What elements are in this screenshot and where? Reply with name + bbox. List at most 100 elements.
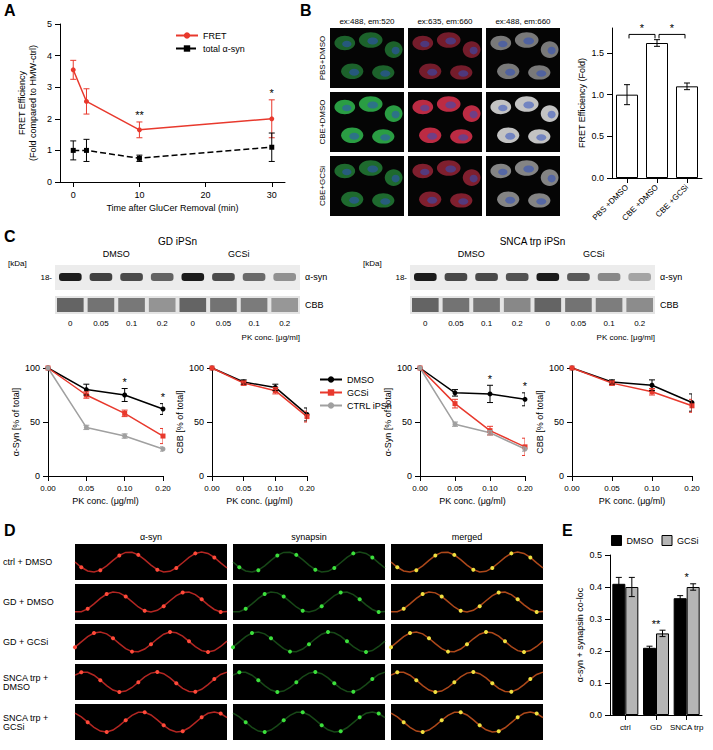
svg-text:0: 0 <box>546 319 551 328</box>
svg-text:*: * <box>161 391 166 403</box>
svg-text:FRET Efficiency (Fold): FRET Efficiency (Fold) <box>577 58 587 148</box>
svg-text:PBS+DMSO: PBS+DMSO <box>318 36 327 81</box>
svg-text:GCSi: GCSi <box>677 536 699 546</box>
svg-text:ex:488, em:520: ex:488, em:520 <box>339 17 395 26</box>
svg-text:Time after GluCer Removal (min: Time after GluCer Removal (min) <box>106 203 238 213</box>
svg-text:A: A <box>4 2 16 19</box>
svg-text:0.0: 0.0 <box>591 173 604 183</box>
svg-text:CBE+DMSO: CBE+DMSO <box>318 99 327 144</box>
svg-text:100: 100 <box>397 363 412 373</box>
svg-text:*: * <box>640 22 645 34</box>
svg-text:CBE+GCSi: CBE+GCSi <box>318 166 327 206</box>
svg-text:D: D <box>4 522 16 539</box>
svg-text:GCSi: GCSi <box>583 249 605 259</box>
svg-text:α-syn: α-syn <box>660 272 682 282</box>
svg-text:PK conc. (μg/ml): PK conc. (μg/ml) <box>72 496 139 506</box>
svg-text:100: 100 <box>549 363 564 373</box>
svg-text:5: 5 <box>47 19 52 29</box>
svg-text:DMSO: DMSO <box>3 682 30 692</box>
svg-text:CBB [% of total]: CBB [% of total] <box>535 390 545 454</box>
svg-text:0.2: 0.2 <box>157 319 169 328</box>
svg-text:CBE +DMSO: CBE +DMSO <box>620 183 660 223</box>
svg-text:0.10: 0.10 <box>644 484 660 493</box>
svg-text:α-Syn [% of total]: α-Syn [% of total] <box>383 388 393 457</box>
svg-text:GD + GCSi: GD + GCSi <box>3 637 48 647</box>
svg-text:50: 50 <box>402 417 412 427</box>
svg-text:0.00: 0.00 <box>204 484 220 493</box>
svg-text:0.0: 0.0 <box>589 710 602 720</box>
svg-text:DMSO: DMSO <box>347 375 374 385</box>
svg-text:0.20: 0.20 <box>155 484 171 493</box>
svg-text:PK conc. (μg/ml): PK conc. (μg/ml) <box>439 496 506 506</box>
svg-text:**: ** <box>135 109 144 121</box>
svg-text:0.1: 0.1 <box>604 319 616 328</box>
svg-text:*: * <box>270 87 275 99</box>
svg-text:*: * <box>523 380 528 392</box>
svg-text:0.20: 0.20 <box>517 484 533 493</box>
svg-text:SNCA trp: SNCA trp <box>670 723 704 732</box>
svg-text:GD: GD <box>650 723 662 732</box>
svg-text:GCSi: GCSi <box>3 722 25 732</box>
svg-text:20: 20 <box>201 190 211 200</box>
svg-text:18-: 18- <box>40 273 52 282</box>
svg-text:0: 0 <box>199 471 204 481</box>
svg-text:0.00: 0.00 <box>40 484 56 493</box>
svg-text:0: 0 <box>423 319 428 328</box>
svg-text:0.10: 0.10 <box>268 484 284 493</box>
svg-text:CBE +GCSi: CBE +GCSi <box>654 183 690 219</box>
svg-text:GD + DMSO: GD + DMSO <box>3 597 54 607</box>
svg-text:α-syn: α-syn <box>305 272 327 282</box>
svg-text:0.5: 0.5 <box>591 131 604 141</box>
svg-text:SNCA trp iPSn: SNCA trp iPSn <box>500 236 566 247</box>
svg-text:0.20: 0.20 <box>299 484 315 493</box>
svg-text:0.5: 0.5 <box>589 550 602 560</box>
svg-text:50: 50 <box>30 417 40 427</box>
svg-text:0: 0 <box>68 319 73 328</box>
svg-text:0.2: 0.2 <box>634 319 646 328</box>
svg-text:CBB: CBB <box>305 300 324 310</box>
svg-text:2: 2 <box>47 114 52 124</box>
svg-text:1.5: 1.5 <box>591 48 604 58</box>
svg-text:ctrl + DMSO: ctrl + DMSO <box>3 557 52 567</box>
svg-text:0.1: 0.1 <box>126 319 138 328</box>
svg-text:DMSO: DMSO <box>103 249 130 259</box>
svg-text:*: * <box>123 376 128 388</box>
svg-text:CBB: CBB <box>660 300 679 310</box>
svg-text:0: 0 <box>47 177 52 187</box>
svg-text:0.1: 0.1 <box>249 319 261 328</box>
svg-text:0.3: 0.3 <box>589 614 602 624</box>
svg-text:CTRL iPSn: CTRL iPSn <box>347 401 392 411</box>
svg-text:18-: 18- <box>395 273 407 282</box>
svg-text:50: 50 <box>554 417 564 427</box>
svg-text:synapsin: synapsin <box>291 532 327 542</box>
svg-text:α-Syn [% of total]: α-Syn [% of total] <box>11 388 21 457</box>
svg-text:*: * <box>670 22 675 34</box>
svg-text:0.05: 0.05 <box>93 319 109 328</box>
svg-text:0.10: 0.10 <box>482 484 498 493</box>
svg-text:0.05: 0.05 <box>571 319 587 328</box>
svg-text:[kDa]: [kDa] <box>8 259 27 268</box>
svg-text:0.2: 0.2 <box>279 319 291 328</box>
svg-text:DMSO: DMSO <box>458 249 485 259</box>
svg-text:C: C <box>4 228 16 245</box>
svg-text:1.0: 1.0 <box>591 90 604 100</box>
svg-text:merged: merged <box>452 532 483 542</box>
svg-text:0.05: 0.05 <box>448 319 464 328</box>
svg-text:B: B <box>300 2 312 19</box>
svg-text:E: E <box>562 522 573 539</box>
svg-text:0.05: 0.05 <box>604 484 620 493</box>
svg-text:FRET Efficiency: FRET Efficiency <box>17 70 27 135</box>
svg-text:PK conc. (μg/ml): PK conc. (μg/ml) <box>226 496 293 506</box>
svg-text:PK conc. [μg/ml]: PK conc. [μg/ml] <box>242 333 300 342</box>
svg-text:0: 0 <box>71 190 76 200</box>
svg-text:0.2: 0.2 <box>589 646 602 656</box>
svg-text:100: 100 <box>189 363 204 373</box>
svg-text:0.2: 0.2 <box>512 319 524 328</box>
svg-text:GCSi: GCSi <box>228 249 250 259</box>
svg-text:0.05: 0.05 <box>447 484 463 493</box>
svg-text:30: 30 <box>267 190 277 200</box>
svg-text:GCSi: GCSi <box>347 388 369 398</box>
svg-text:*: * <box>685 571 690 583</box>
svg-text:0: 0 <box>191 319 196 328</box>
svg-text:1: 1 <box>47 145 52 155</box>
